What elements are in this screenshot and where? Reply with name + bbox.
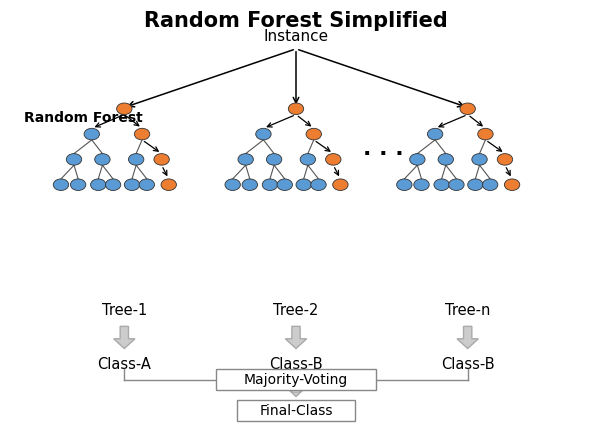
FancyBboxPatch shape bbox=[216, 369, 376, 390]
Circle shape bbox=[242, 179, 258, 190]
Text: Tree-1: Tree-1 bbox=[102, 303, 147, 318]
Circle shape bbox=[262, 179, 278, 190]
Circle shape bbox=[161, 179, 176, 190]
Circle shape bbox=[84, 128, 99, 140]
Text: Class-A: Class-A bbox=[97, 357, 152, 373]
Circle shape bbox=[266, 154, 282, 165]
Polygon shape bbox=[285, 326, 307, 349]
Circle shape bbox=[306, 128, 321, 140]
Circle shape bbox=[460, 103, 475, 115]
Circle shape bbox=[128, 154, 144, 165]
Circle shape bbox=[117, 103, 132, 115]
Circle shape bbox=[296, 179, 311, 190]
Circle shape bbox=[449, 179, 464, 190]
Circle shape bbox=[134, 128, 150, 140]
Circle shape bbox=[326, 154, 341, 165]
Circle shape bbox=[497, 154, 513, 165]
Circle shape bbox=[95, 154, 110, 165]
Circle shape bbox=[427, 128, 443, 140]
Circle shape bbox=[311, 179, 326, 190]
Circle shape bbox=[154, 154, 169, 165]
Circle shape bbox=[333, 179, 348, 190]
Text: Instance: Instance bbox=[263, 29, 329, 44]
Circle shape bbox=[472, 154, 487, 165]
Circle shape bbox=[434, 179, 449, 190]
Text: Majority-Voting: Majority-Voting bbox=[244, 373, 348, 387]
Circle shape bbox=[468, 179, 483, 190]
Circle shape bbox=[105, 179, 121, 190]
Circle shape bbox=[397, 179, 412, 190]
Circle shape bbox=[478, 128, 493, 140]
Circle shape bbox=[70, 179, 86, 190]
Circle shape bbox=[238, 154, 253, 165]
Polygon shape bbox=[457, 326, 478, 349]
Circle shape bbox=[504, 179, 520, 190]
Circle shape bbox=[300, 154, 316, 165]
Text: Random Forest: Random Forest bbox=[24, 111, 143, 125]
Polygon shape bbox=[114, 326, 135, 349]
Circle shape bbox=[53, 179, 69, 190]
Circle shape bbox=[277, 179, 292, 190]
FancyBboxPatch shape bbox=[237, 400, 355, 421]
Text: Tree-2: Tree-2 bbox=[274, 303, 318, 318]
Text: Final-Class: Final-Class bbox=[259, 404, 333, 418]
Text: . . .: . . . bbox=[363, 139, 404, 159]
Text: Class-B: Class-B bbox=[269, 357, 323, 373]
Circle shape bbox=[410, 154, 425, 165]
Text: Class-B: Class-B bbox=[441, 357, 494, 373]
Circle shape bbox=[256, 128, 271, 140]
Circle shape bbox=[414, 179, 429, 190]
Circle shape bbox=[288, 103, 304, 115]
Circle shape bbox=[66, 154, 82, 165]
Circle shape bbox=[91, 179, 106, 190]
Text: Random Forest Simplified: Random Forest Simplified bbox=[144, 11, 448, 31]
Circle shape bbox=[482, 179, 498, 190]
Polygon shape bbox=[285, 387, 307, 396]
Circle shape bbox=[124, 179, 140, 190]
Text: Tree-n: Tree-n bbox=[445, 303, 490, 318]
Circle shape bbox=[139, 179, 155, 190]
Circle shape bbox=[225, 179, 240, 190]
Circle shape bbox=[438, 154, 453, 165]
